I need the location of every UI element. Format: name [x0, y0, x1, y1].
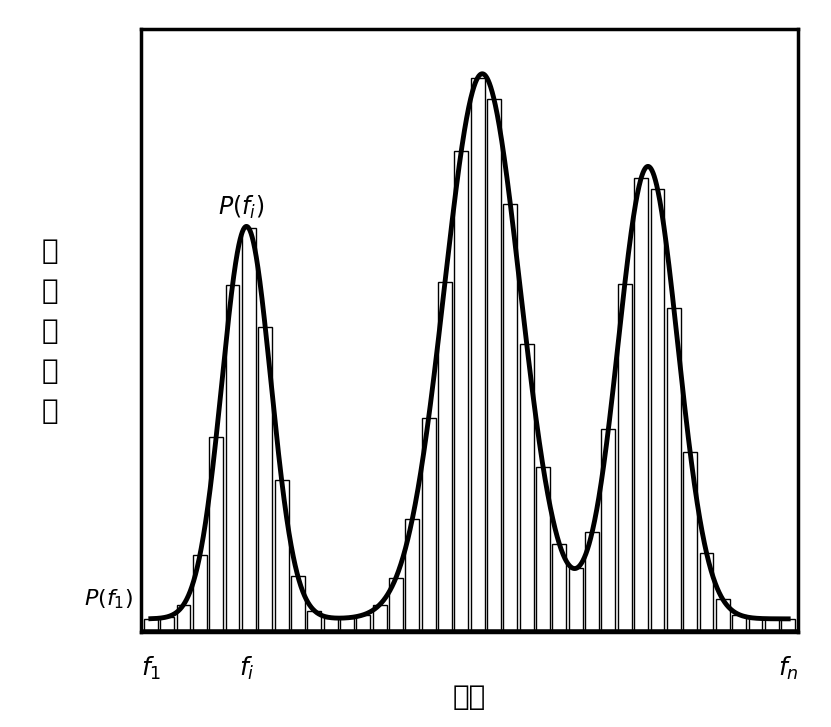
- Bar: [258, 327, 273, 632]
- Bar: [144, 619, 158, 632]
- Bar: [553, 544, 567, 632]
- Bar: [749, 618, 763, 632]
- Text: 谱: 谱: [42, 397, 58, 425]
- Bar: [666, 308, 681, 632]
- Bar: [389, 578, 403, 632]
- Bar: [519, 344, 534, 632]
- Bar: [487, 100, 501, 632]
- Bar: [421, 417, 435, 632]
- Bar: [536, 467, 550, 632]
- Text: $f_n$: $f_n$: [778, 655, 799, 682]
- Text: 频率: 频率: [453, 684, 486, 712]
- Bar: [602, 429, 616, 632]
- Text: 兹: 兹: [42, 317, 58, 345]
- Bar: [585, 532, 599, 632]
- Bar: [274, 480, 288, 632]
- Text: 波: 波: [42, 357, 58, 385]
- Bar: [209, 437, 224, 632]
- Bar: [340, 618, 354, 632]
- Bar: [242, 228, 256, 632]
- Bar: [504, 204, 518, 632]
- Bar: [781, 619, 795, 632]
- Bar: [634, 178, 648, 632]
- Bar: [470, 78, 484, 632]
- Bar: [307, 611, 322, 632]
- Bar: [651, 189, 665, 632]
- Text: 太: 太: [42, 237, 58, 265]
- Text: $P(f_i)$: $P(f_i)$: [218, 193, 264, 221]
- Bar: [438, 282, 452, 632]
- Text: $f_1$: $f_1$: [140, 655, 161, 682]
- Bar: [700, 553, 714, 632]
- Bar: [568, 569, 583, 632]
- Bar: [176, 605, 190, 632]
- Text: $f_i$: $f_i$: [238, 655, 254, 682]
- Bar: [193, 555, 207, 632]
- Bar: [372, 605, 386, 632]
- Bar: [160, 616, 175, 632]
- Bar: [617, 284, 632, 632]
- Bar: [715, 600, 730, 632]
- Bar: [732, 614, 746, 632]
- Bar: [406, 519, 420, 632]
- Bar: [455, 150, 469, 632]
- Text: 赫: 赫: [42, 277, 58, 305]
- Bar: [765, 619, 779, 632]
- Bar: [683, 452, 697, 632]
- Bar: [225, 285, 239, 632]
- Bar: [356, 615, 371, 632]
- Bar: [323, 618, 337, 632]
- Text: $P(f_1)$: $P(f_1)$: [84, 588, 133, 611]
- Bar: [291, 577, 305, 632]
